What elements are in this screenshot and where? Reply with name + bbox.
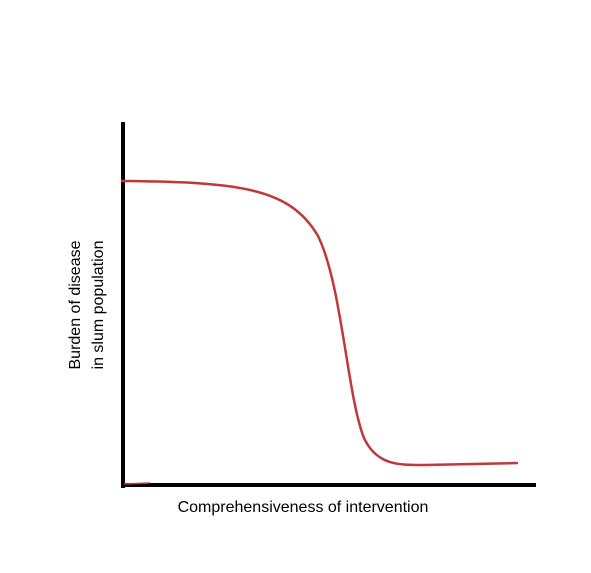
curve-tail (123, 482, 151, 485)
y-axis-label: Burden of disease in slum population (67, 240, 107, 369)
x-axis-label: Comprehensiveness of intervention (178, 499, 429, 516)
curve (120, 179, 519, 467)
y-axis-label-line: in slum population (90, 241, 107, 370)
y-axis-label-line: Burden of disease (67, 240, 84, 369)
